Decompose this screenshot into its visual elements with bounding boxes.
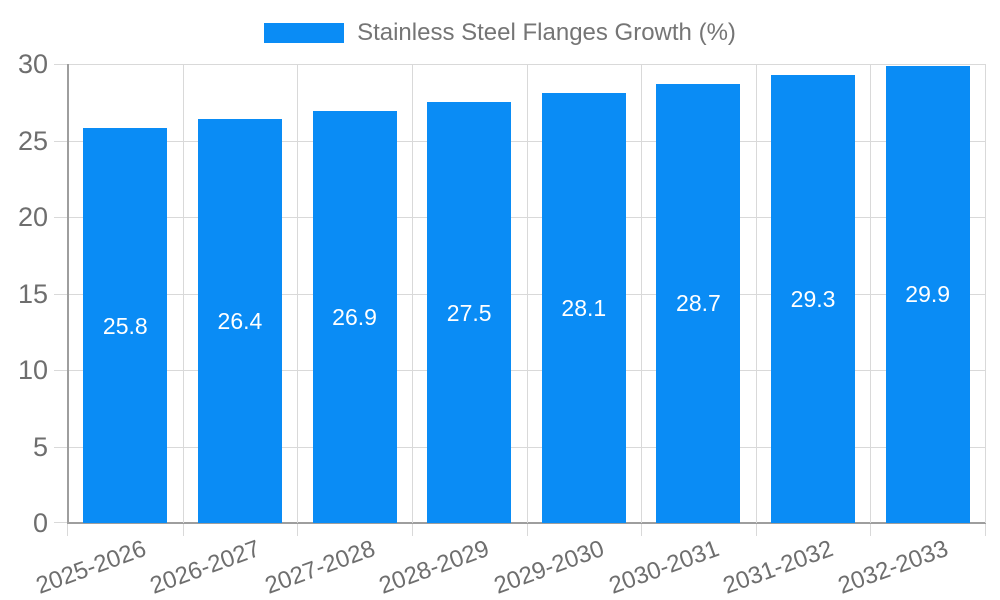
y-tick-mark xyxy=(54,522,68,523)
y-tick-mark xyxy=(54,370,68,371)
x-tick-mark xyxy=(755,524,757,536)
v-gridline xyxy=(641,64,643,523)
x-tick-mark xyxy=(182,524,184,536)
legend-label: Stainless Steel Flanges Growth (%) xyxy=(357,19,736,46)
y-tick-mark xyxy=(54,446,68,448)
x-tick-mark xyxy=(870,524,872,536)
bar-value-label: 25.8 xyxy=(102,312,148,339)
x-tick-label: 2025-2026 xyxy=(32,535,150,600)
x-tick-label: 2031-2032 xyxy=(719,535,837,600)
x-tick-mark xyxy=(297,524,299,536)
bar[interactable] xyxy=(541,93,626,523)
x-tick-mark xyxy=(526,524,528,536)
v-gridline xyxy=(411,64,413,523)
bar[interactable] xyxy=(771,74,856,523)
v-gridline xyxy=(755,64,757,523)
y-tick-label: 25 xyxy=(17,125,48,156)
legend-swatch-icon xyxy=(264,23,345,43)
bar-value-label: 29.9 xyxy=(905,281,951,308)
v-gridline xyxy=(182,64,184,523)
v-gridline xyxy=(985,64,986,523)
bar-value-label: 26.9 xyxy=(332,304,377,331)
y-tick-label: 10 xyxy=(17,355,48,385)
y-tick-label: 0 xyxy=(32,508,48,538)
x-tick-label: 2028-2029 xyxy=(375,535,494,600)
bar-value-label: 26.4 xyxy=(217,308,263,335)
bar[interactable] xyxy=(656,83,741,523)
bar[interactable] xyxy=(885,65,970,523)
y-tick-label: 20 xyxy=(17,202,48,232)
bar[interactable] xyxy=(312,111,397,523)
x-tick-label: 2030-2031 xyxy=(605,535,723,600)
x-tick-label: 2032-2033 xyxy=(834,535,952,600)
bar-value-label: 28.1 xyxy=(561,295,607,322)
y-tick-label: 15 xyxy=(17,278,48,309)
x-tick-mark xyxy=(985,524,986,536)
y-tick-mark xyxy=(54,64,68,65)
bar[interactable] xyxy=(83,128,168,523)
x-axis-line xyxy=(67,522,986,524)
bar-value-label: 28.7 xyxy=(676,290,721,317)
y-tick-mark xyxy=(54,293,68,295)
x-tick-label: 2029-2030 xyxy=(490,535,608,600)
x-tick-mark xyxy=(641,524,643,536)
bar[interactable] xyxy=(197,119,282,523)
y-tick-mark xyxy=(54,140,68,142)
v-gridline xyxy=(870,64,872,523)
v-gridline xyxy=(297,64,299,523)
x-tick-mark xyxy=(411,524,413,536)
x-tick-mark xyxy=(67,524,68,536)
x-tick-label: 2026-2027 xyxy=(146,535,264,600)
v-gridline xyxy=(526,64,528,523)
y-tick-label: 5 xyxy=(32,431,48,462)
y-tick-label: 30 xyxy=(17,49,48,79)
bar-value-label: 27.5 xyxy=(446,299,492,326)
y-tick-mark xyxy=(54,217,68,218)
bar[interactable] xyxy=(427,102,512,523)
bar-value-label: 29.3 xyxy=(790,285,836,312)
legend[interactable]: Stainless Steel Flanges Growth (%) xyxy=(0,21,1000,45)
y-axis-line xyxy=(67,64,69,523)
x-tick-label: 2027-2028 xyxy=(261,535,379,600)
